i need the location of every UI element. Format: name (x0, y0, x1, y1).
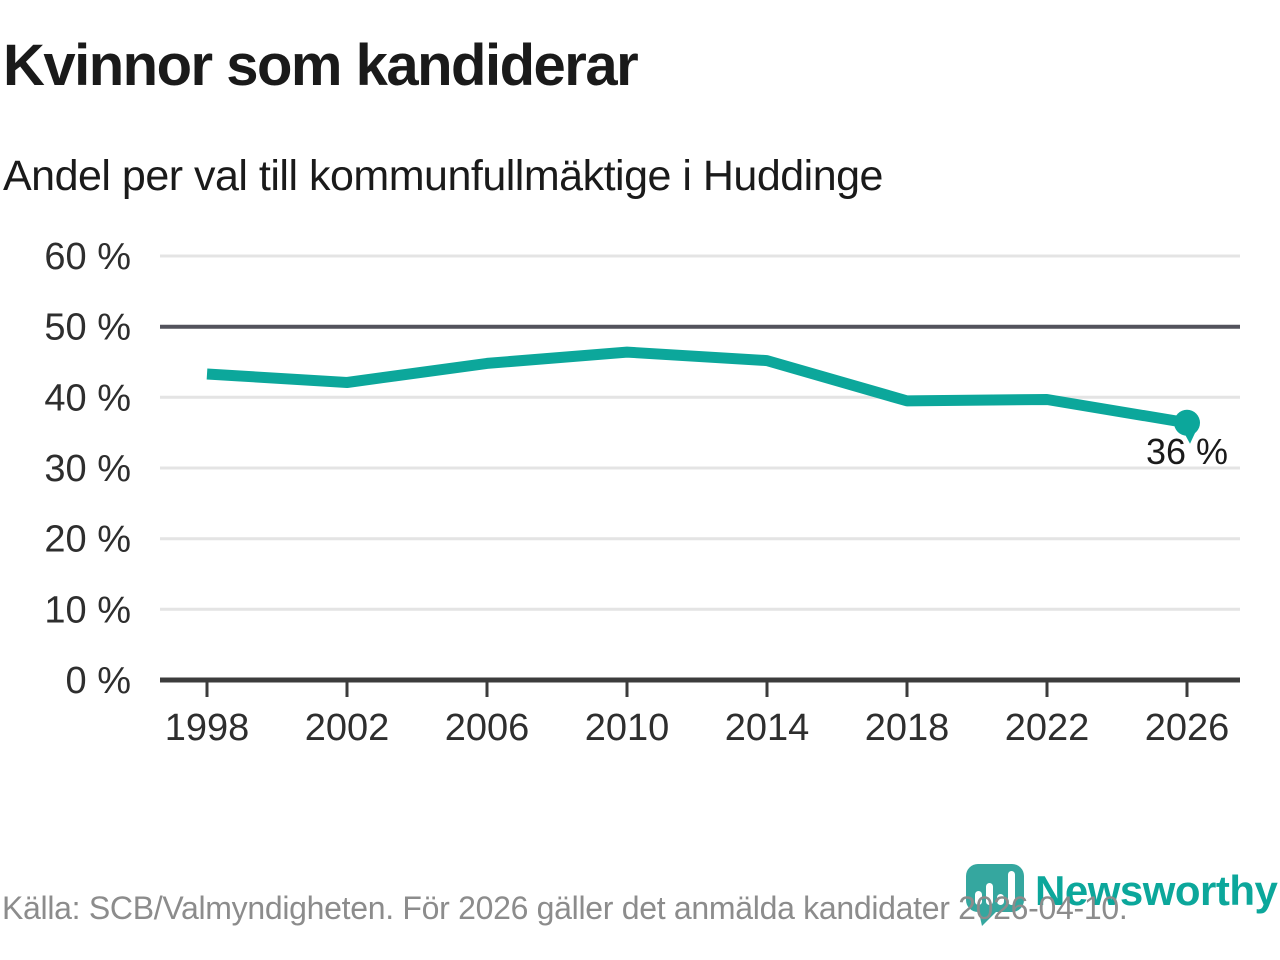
x-tick-label: 1998 (165, 707, 250, 749)
x-tick-label: 2010 (585, 707, 670, 749)
newsworthy-logo: Newsworthy (966, 864, 1278, 926)
chart-title: Kvinnor som kandiderar (3, 33, 639, 98)
x-tick-label: 2018 (865, 707, 950, 749)
newsworthy-wordmark: Newsworthy (1035, 867, 1278, 914)
x-tick-label: 2002 (305, 707, 390, 749)
y-tick-label: 10 % (44, 589, 131, 631)
y-tick-label: 20 % (44, 519, 131, 561)
x-tick-label: 2026 (1145, 707, 1230, 749)
newsworthy-speech-bubble-bar-chart-icon (966, 864, 1024, 926)
y-tick-label: 0 % (66, 660, 131, 702)
x-tick-label: 2014 (725, 707, 810, 749)
y-tick-label: 40 % (44, 377, 131, 419)
y-tick-label: 60 % (44, 236, 131, 278)
end-point-marker (1174, 409, 1200, 436)
line-chart-svg: 0 % 10 % 20 % 30 % 40 % 50 % 60 % 1998 2002 2006 2… (44, 236, 1240, 749)
x-tick-label: 2006 (445, 707, 530, 749)
end-value-label: 36 % (1146, 431, 1228, 472)
x-tick-label: 2022 (1005, 707, 1090, 749)
trend-line (206, 346, 1188, 429)
source-note: Källa: SCB/Valmyndigheten. För 2026 gäll… (2, 890, 1128, 926)
y-tick-label: 50 % (44, 307, 131, 349)
y-tick-label: 30 % (44, 448, 131, 490)
chart-subtitle: Andel per val till kommunfullmäktige i H… (3, 152, 883, 200)
